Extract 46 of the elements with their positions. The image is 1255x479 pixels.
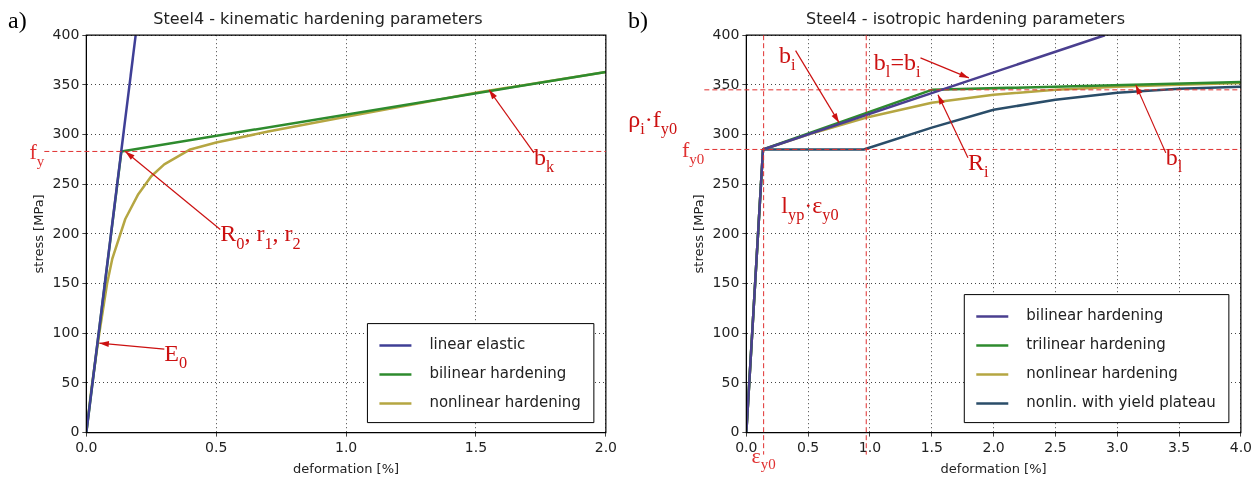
text: b) xyxy=(628,7,648,33)
y-tick-label: 200 xyxy=(712,224,740,241)
y-tick-label: 200 xyxy=(52,224,80,241)
x-tick-label: 1.0 xyxy=(334,438,358,455)
x-tick-label: 0.5 xyxy=(797,438,820,455)
legend-label: linear elastic xyxy=(429,335,526,354)
legend-label: nonlin. with yield plateau xyxy=(1026,393,1216,412)
legend-label: trilinear hardening xyxy=(1026,335,1166,354)
x-tick-label: 0.5 xyxy=(205,438,228,455)
y-tick-label: 150 xyxy=(712,274,740,291)
y-axis-title: stress [MPa] xyxy=(691,194,707,274)
y-tick-label: 250 xyxy=(712,174,740,191)
y-tick-label: 400 xyxy=(52,25,80,42)
x-tick-label: 3.5 xyxy=(1167,438,1191,455)
y-tick-label: 300 xyxy=(712,125,740,142)
legend-label: nonlinear hardening xyxy=(429,393,581,412)
y-tick-label: 100 xyxy=(712,323,740,340)
x-tick-label: 2.0 xyxy=(594,438,617,455)
legend-label: bilinear hardening xyxy=(1026,306,1164,325)
y-tick-label: 50 xyxy=(721,373,740,390)
x-axis-title: deformation [%] xyxy=(940,460,1047,476)
y-tick-label: 50 xyxy=(61,373,80,390)
x-tick-label: 2.5 xyxy=(1044,438,1067,455)
y-tick-label: 0 xyxy=(730,423,740,440)
legend-label: nonlinear hardening xyxy=(1026,364,1178,383)
x-tick-label: 4.0 xyxy=(1229,438,1252,455)
y-tick-label: 350 xyxy=(52,75,80,92)
y-tick-label: 350 xyxy=(712,75,740,92)
y-tick-label: 150 xyxy=(52,274,80,291)
x-tick-label: 1.5 xyxy=(920,438,943,455)
y-tick-label: 400 xyxy=(712,25,740,42)
y-tick-label: 100 xyxy=(52,323,80,340)
x-axis-title: deformation [%] xyxy=(293,460,400,476)
x-tick-label: 1.0 xyxy=(858,438,882,455)
x-tick-label: 0.0 xyxy=(75,438,98,455)
text: a) xyxy=(8,7,27,33)
x-tick-label: 3.0 xyxy=(1106,438,1129,455)
y-tick-label: 250 xyxy=(52,174,80,191)
y-tick-label: 0 xyxy=(70,423,80,440)
x-tick-label: 1.5 xyxy=(464,438,488,455)
x-tick-label: 2.0 xyxy=(982,438,1005,455)
legend-label: bilinear hardening xyxy=(429,364,567,383)
chart-title: Steel4 - isotropic hardening parameters xyxy=(805,8,1126,28)
y-tick-label: 300 xyxy=(52,125,80,142)
chart-title: Steel4 - kinematic hardening parameters xyxy=(153,8,483,28)
y-axis-title: stress [MPa] xyxy=(31,194,47,274)
